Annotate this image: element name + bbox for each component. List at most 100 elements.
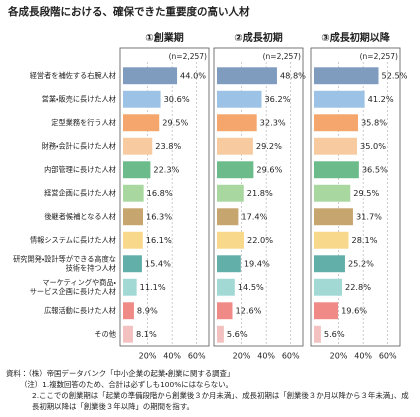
value-label: 31.7%	[356, 211, 382, 221]
category-label: 研究開発・設計等ができる高度な技術を持つ人材	[13, 254, 116, 272]
value-label: 35.8%	[361, 117, 387, 127]
bar	[217, 302, 233, 320]
bar	[123, 137, 153, 155]
value-label: 30.6%	[164, 94, 190, 104]
value-label: 22.8%	[345, 282, 371, 292]
value-label: 44.0%	[180, 70, 206, 80]
value-label: 16.3%	[146, 211, 172, 221]
value-label: 35.0%	[360, 141, 386, 151]
bar	[123, 208, 144, 226]
bar	[314, 231, 349, 249]
value-label: 29.2%	[256, 141, 282, 151]
panel-frame	[119, 47, 210, 347]
value-label: 21.8%	[247, 188, 273, 198]
value-label: 48.8%	[280, 70, 306, 80]
bar	[314, 208, 353, 226]
category-label: 内部管理に長けた人材	[44, 165, 116, 174]
value-label: 29.6%	[256, 164, 282, 174]
note: 2.ここでの創業期は「起業の準備段階から創業後３か月未満」、成長初期は「創業後３…	[32, 391, 409, 411]
bar	[217, 161, 254, 179]
value-label: 16.1%	[146, 235, 172, 245]
value-label: 29.5%	[162, 117, 188, 127]
x-tick-label: 20%	[139, 352, 157, 361]
value-label: 32.3%	[260, 117, 286, 127]
category-label: 営業・販売に長けた人材	[42, 94, 116, 103]
x-tick-label: 40%	[354, 352, 372, 361]
bar	[314, 90, 365, 108]
category-label: 定型業務を行う人材	[51, 118, 116, 127]
value-label: 22.0%	[247, 235, 273, 245]
value-label: 25.2%	[348, 258, 374, 268]
value-label: 17.4%	[241, 211, 267, 221]
bar	[314, 184, 351, 202]
value-label: 16.8%	[147, 188, 173, 198]
chart: 各成長段階における、確保できた重要度の高い人材 経営者を補佐する右腕人材営業・販…	[7, 5, 408, 361]
value-label: 36.2%	[264, 94, 290, 104]
value-label: 11.1%	[140, 282, 166, 292]
value-label: 41.2%	[368, 94, 394, 104]
value-label: 22.3%	[153, 164, 179, 174]
x-tick-label: 60%	[282, 352, 300, 361]
chart-title: 各成長段階における、確保できた重要度の高い人材	[7, 5, 250, 18]
bar	[314, 302, 339, 320]
panel-frame	[213, 47, 304, 347]
bar	[217, 137, 253, 155]
value-label: 28.1%	[352, 235, 378, 245]
bar	[123, 325, 133, 343]
x-tick-label: 60%	[188, 352, 206, 361]
x-tick-label: 40%	[163, 352, 181, 361]
bar	[314, 161, 359, 179]
note: （注）1.複数回答のため、合計は必ずしも100%にはならない。	[20, 380, 233, 389]
value-label: 19.4%	[244, 258, 270, 268]
value-label: 5.6%	[324, 329, 345, 339]
bar	[217, 114, 257, 132]
sample-size: (n=2,257)	[169, 52, 207, 61]
bar	[217, 278, 235, 296]
bar	[217, 67, 277, 85]
sample-size: (n=2,257)	[360, 52, 398, 61]
bar	[217, 255, 241, 273]
bar	[217, 184, 244, 202]
bar	[314, 325, 321, 343]
bar	[123, 161, 151, 179]
bar	[314, 67, 379, 85]
x-tick-label: 20%	[233, 352, 251, 361]
panel-frame	[310, 47, 401, 347]
panel-title: ③成長初期以降	[321, 31, 390, 44]
category-label: 財務・会計に長けた人材	[42, 141, 116, 150]
bar	[314, 137, 357, 155]
bar	[123, 255, 142, 273]
note: 資料：（株）帝国データバンク「中小企業の起業・創業に関する調査」	[6, 369, 235, 378]
bar	[217, 325, 224, 343]
value-label: 15.4%	[145, 258, 171, 268]
value-label: 12.6%	[235, 305, 261, 315]
category-label: 広報活動に長けた人材	[44, 306, 116, 315]
bar	[314, 255, 345, 273]
x-tick-label: 60%	[379, 352, 397, 361]
value-label: 36.5%	[362, 164, 388, 174]
notes: 資料：（株）帝国データバンク「中小企業の起業・創業に関する調査」 （注）1.複数回…	[0, 366, 420, 412]
bar	[217, 90, 262, 108]
value-label: 5.6%	[227, 329, 248, 339]
category-label: マーケティングや商品・サービス企画に長けた人材	[30, 278, 117, 296]
bar	[217, 208, 239, 226]
bar	[217, 231, 245, 249]
bar	[123, 114, 160, 132]
bar	[123, 278, 137, 296]
bar	[314, 278, 343, 296]
bar	[123, 302, 134, 320]
bar	[123, 231, 143, 249]
x-tick-label: 40%	[257, 352, 275, 361]
x-tick-label: 20%	[330, 352, 348, 361]
category-label: 経営者を補佐する右腕人材	[30, 71, 116, 80]
panel-title: ①創業期	[145, 31, 183, 44]
category-label: その他	[94, 329, 116, 338]
value-label: 8.9%	[137, 305, 158, 315]
value-label: 19.6%	[341, 305, 367, 315]
value-label: 29.5%	[353, 188, 379, 198]
bar	[123, 184, 144, 202]
category-label: 情報システムに長けた人材	[30, 235, 116, 244]
category-label: 経営企画に長けた人材	[44, 188, 116, 197]
